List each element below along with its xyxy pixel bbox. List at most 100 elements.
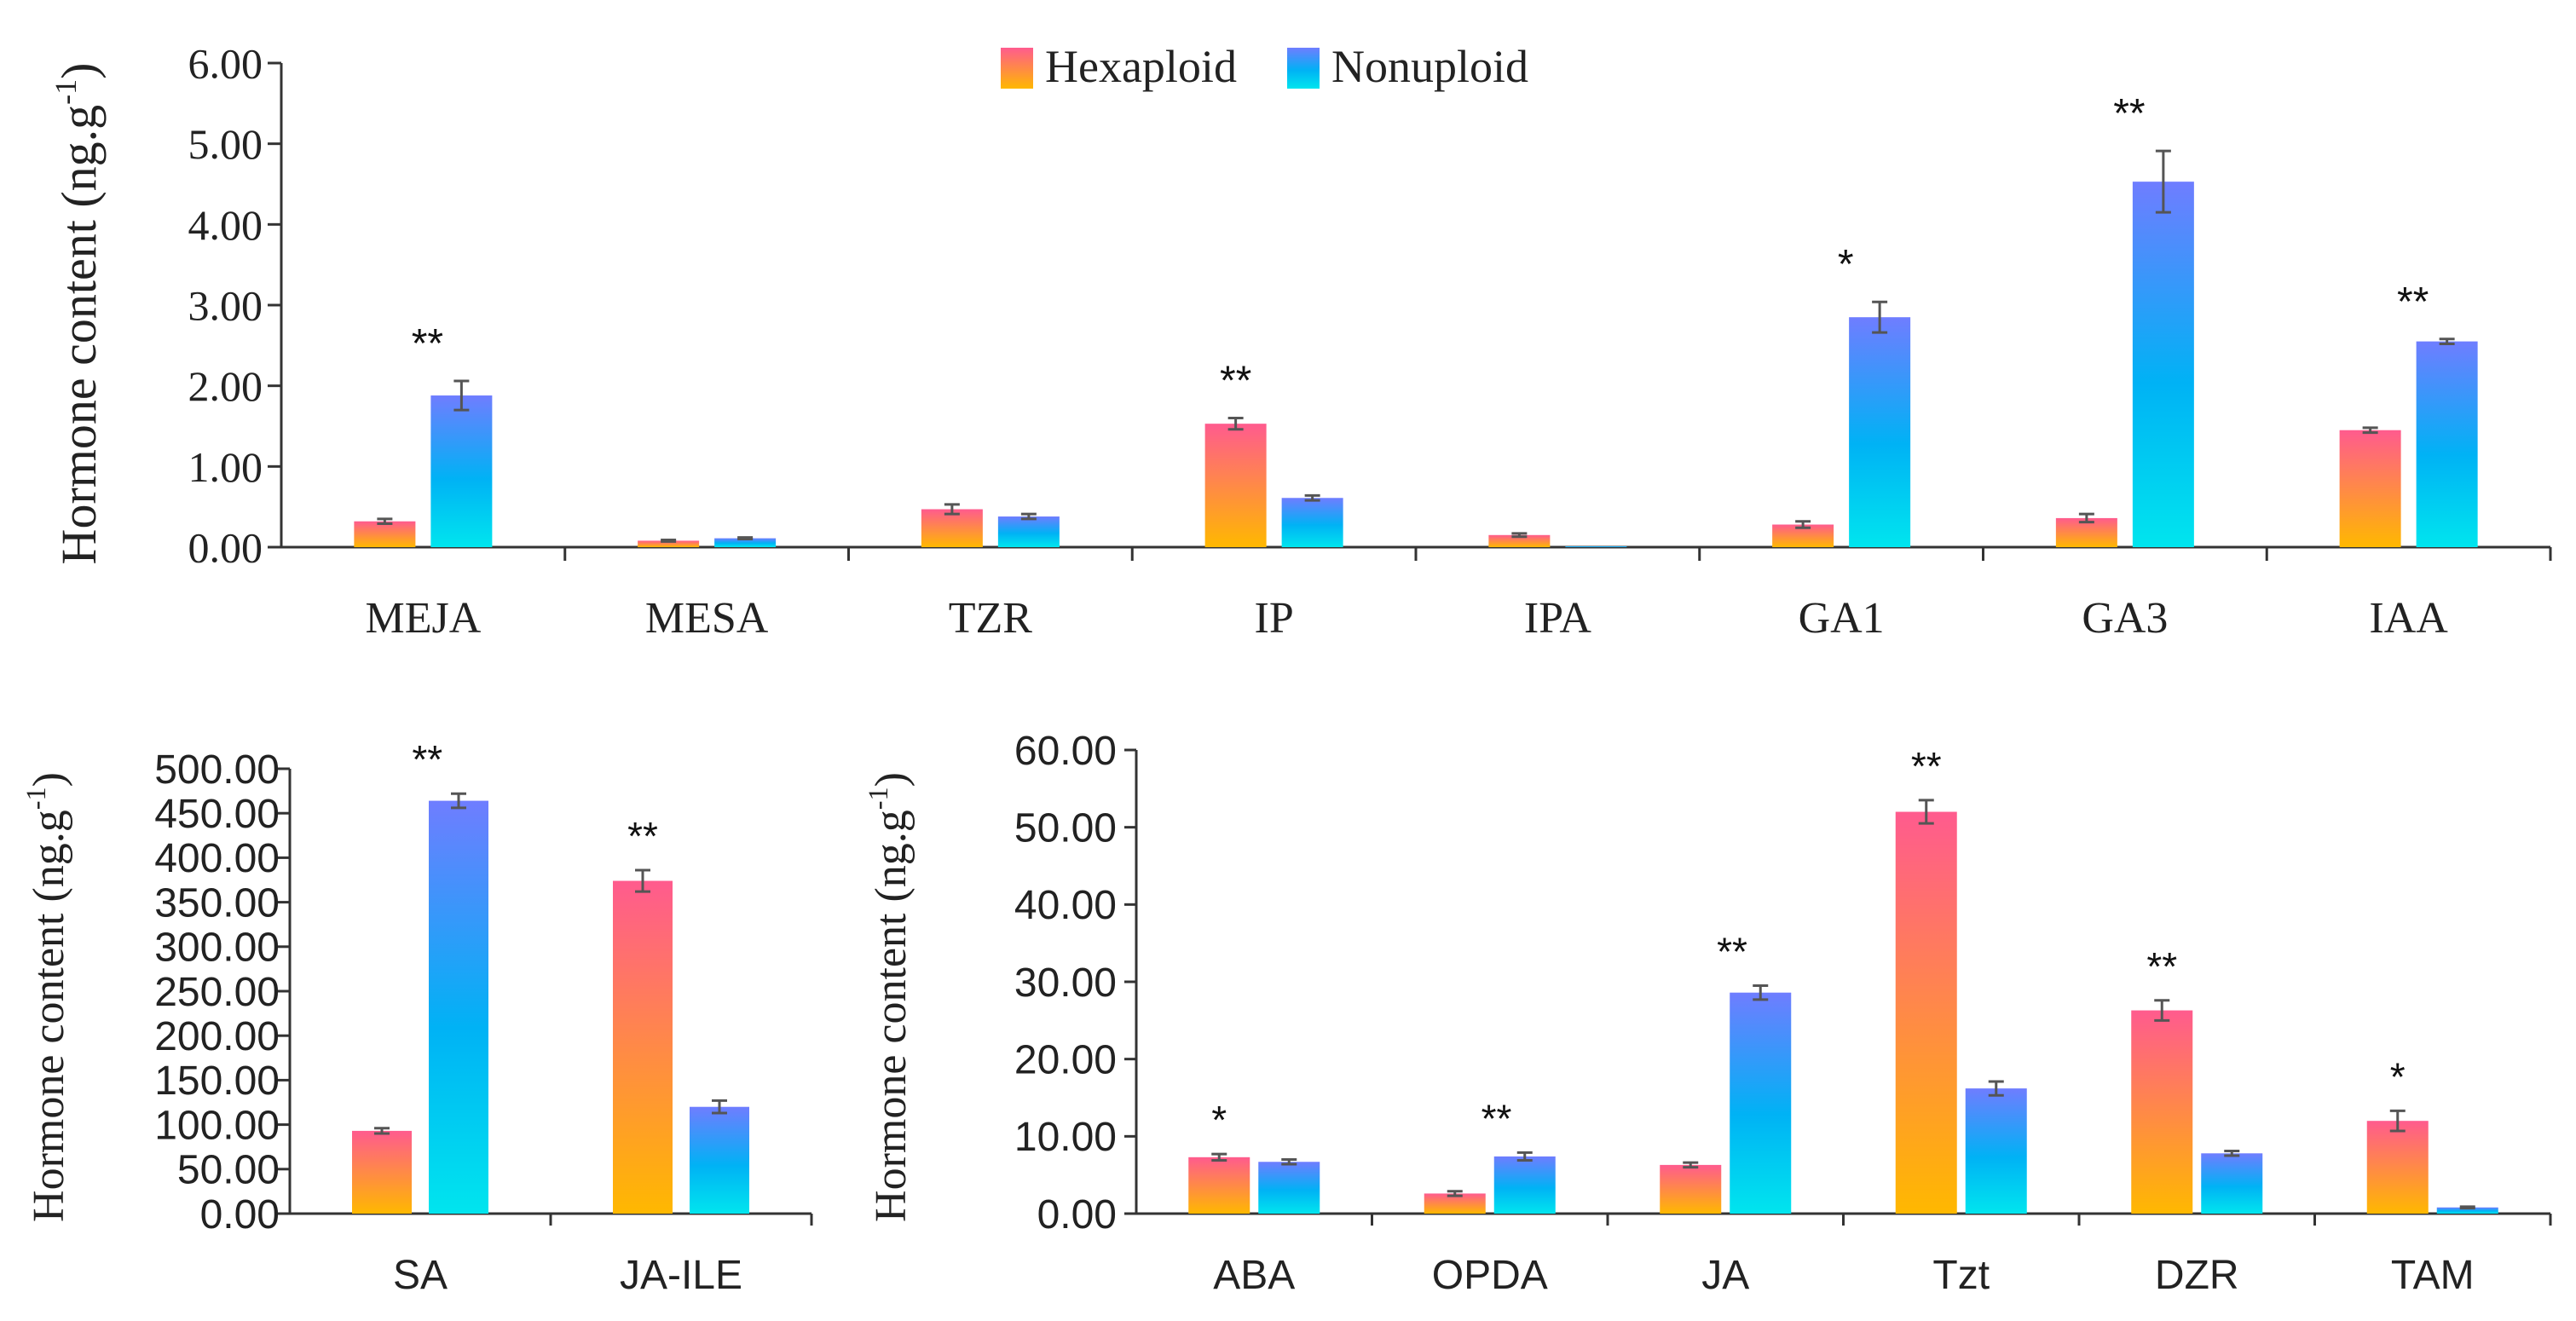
significance-label-ip: ** [1220,359,1251,404]
y-axis-title-superscript: -1 [49,79,83,105]
category-label-tam: TAM [2391,1253,2475,1298]
bar-hexaploid-tzr [921,509,983,547]
bar-hexaploid-tzt [1895,811,1957,1214]
significance-label-sa: ** [412,737,442,782]
bar-nonuploid-ip [1281,498,1343,547]
y-tick-label: 0.00 [200,1192,280,1237]
bar-nonuploid-opda [1493,1156,1556,1214]
y-tick-label: 200.00 [154,1014,280,1059]
y-axis-title: Hormone content (ng.g-1) [863,772,915,1222]
bar-nonuploid-ga1 [1849,317,1911,547]
chart-panel-top: 0.00 1.00 2.00 3.00 4.00 5.00 6.00 ** MEJA MESA TZ… [49,40,2552,643]
y-tick-label: 500.00 [154,747,280,793]
bar-hexaploid-iaa [2339,430,2401,547]
bar-nonuploid-tzr [997,516,1060,547]
category-label-aba: ABA [1213,1253,1295,1298]
legend-swatch-nonuploid [1287,48,1320,89]
bar-hexaploid-ja [1660,1164,1722,1214]
y-axis-title: Hormone content (ng.g-1) [20,772,73,1222]
y-axis-title-main: Hormone content (ng.g [25,810,73,1222]
significance-label-ga3: ** [2113,91,2145,136]
bar-hexaploid-dzr [2131,1010,2193,1214]
category-label-dzr: DZR [2155,1253,2239,1298]
y-tick-label: 1.00 [188,443,263,491]
y-tick-label: 50.00 [177,1148,280,1193]
y-tick-label: 0.00 [1037,1192,1117,1237]
y-axis-title-superscript: -1 [863,787,893,810]
y-tick-label: 250.00 [154,970,280,1015]
bar-hexaploid-ja-ile [613,880,673,1214]
significance-label-opda: ** [1481,1096,1512,1140]
significance-label-dzr: ** [2146,944,2177,989]
y-tick-label: 30.00 [1014,960,1117,1006]
category-label-opda: OPDA [1432,1253,1548,1298]
bar-nonuploid-ja [1730,992,1792,1214]
y-axis-title-close: ) [25,772,73,787]
category-label-mesa: MESA [645,594,769,643]
bar-nonuploid-ja-ile [690,1106,749,1214]
category-label-ipa: IPA [1524,594,1591,643]
bar-hexaploid-sa [352,1130,412,1214]
legend: Hexaploid Nonuploid [1001,41,1528,92]
y-tick-label: 350.00 [154,880,280,926]
y-tick-label: 10.00 [1014,1115,1117,1160]
chart-panel-bottom-right: 0.0010.0020.0030.0040.0050.0060.00*ABA**… [863,729,2552,1298]
bar-nonuploid-mesa [714,538,777,547]
significance-label-meja: ** [412,321,443,366]
category-label-ja-ile: JA-ILE [620,1253,742,1298]
bar-nonuploid-sa [429,800,488,1214]
category-label-tzt: Tzt [1932,1253,1990,1298]
y-tick-label: 0.00 [188,524,263,572]
bar-hexaploid-meja [354,521,416,547]
bar-nonuploid-ga3 [2132,182,2194,547]
y-tick-label: 2.00 [188,362,263,410]
category-label-ja: JA [1701,1253,1749,1298]
y-tick-label: 60.00 [1014,729,1117,774]
significance-label-tam: * [2390,1054,2406,1099]
y-axis-title-main: Hormone content (ng.g [51,105,107,565]
bar-nonuploid-meja [430,395,493,547]
y-axis-title-close: ) [51,63,107,79]
significance-label-ja-ile: ** [627,814,658,858]
category-label-tzr: TZR [949,594,1033,643]
y-axis-title: Hormone content (ng.g-1) [49,63,107,565]
significance-label-tzt: ** [1911,744,1942,788]
bar-nonuploid-aba [1258,1162,1320,1214]
category-label-meja: MEJA [365,594,481,643]
significance-label-iaa: ** [2397,280,2429,325]
category-label-ga3: GA3 [2082,594,2168,643]
bar-hexaploid-mesa [638,540,700,547]
y-tick-label: 20.00 [1014,1037,1117,1082]
y-axis-title-superscript: -1 [20,787,51,810]
bar-nonuploid-dzr [2201,1153,2263,1214]
y-tick-label: 3.00 [188,282,263,330]
category-label-ip: IP [1255,594,1294,643]
chart-panel-bottom-left: 0.0050.00100.00150.00200.00250.00300.003… [20,737,813,1298]
bar-hexaploid-tam [2366,1121,2429,1214]
significance-label-ja: ** [1717,930,1747,974]
y-tick-label: 50.00 [1014,805,1117,851]
bar-nonuploid-tzt [1965,1088,2027,1214]
legend-swatch-hexaploid [1001,48,1033,89]
bar-hexaploid-aba [1188,1157,1250,1214]
bar-hexaploid-ipa [1488,534,1551,547]
y-tick-label: 150.00 [154,1059,280,1104]
y-tick-label: 300.00 [154,926,280,971]
legend-label-nonuploid: Nonuploid [1331,41,1528,92]
significance-label-ga1: * [1838,242,1854,287]
bar-nonuploid-tam [2436,1207,2498,1214]
bar-nonuploid-iaa [2416,341,2478,547]
category-label-iaa: IAA [2369,594,2448,643]
y-tick-label: 6.00 [188,40,263,88]
bar-nonuploid-ipa [1565,546,1627,547]
y-tick-label: 40.00 [1014,883,1117,928]
y-axis-title-close: ) [867,772,915,787]
y-tick-label: 5.00 [188,120,263,168]
category-label-ga1: GA1 [1799,594,1885,643]
y-axis-title-main: Hormone content (ng.g [867,810,915,1222]
y-tick-label: 400.00 [154,836,280,881]
significance-label-aba: * [1211,1098,1227,1142]
bar-hexaploid-ip [1204,424,1267,547]
legend-label-hexaploid: Hexaploid [1045,41,1237,92]
